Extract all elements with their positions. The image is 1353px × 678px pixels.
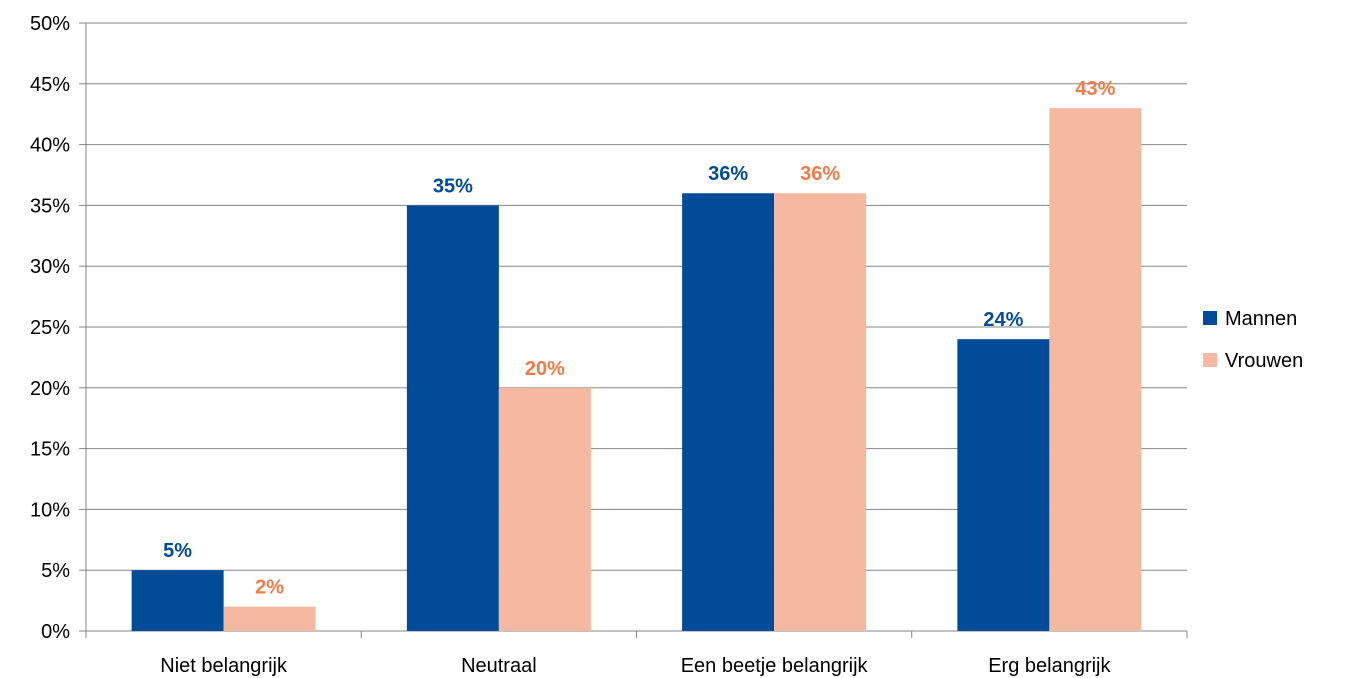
bar-mannen bbox=[131, 570, 224, 631]
y-tick-label: 35% bbox=[30, 195, 70, 217]
data-label-mannen: 24% bbox=[983, 309, 1023, 331]
bar-vrouwen bbox=[498, 387, 591, 631]
bars bbox=[131, 108, 1142, 632]
data-labels: 5% 2% 35% 20% 36% 36% 24% 43% bbox=[163, 78, 1115, 599]
legend-label-mannen: Mannen bbox=[1225, 308, 1297, 330]
y-tick-label: 50% bbox=[30, 13, 70, 35]
data-label-vrouwen: 43% bbox=[1075, 78, 1115, 100]
data-label-mannen: 35% bbox=[433, 175, 473, 197]
y-tick-label: 0% bbox=[41, 621, 70, 643]
data-label-mannen: 36% bbox=[708, 163, 748, 185]
data-label-vrouwen: 2% bbox=[255, 577, 284, 599]
legend-label-vrouwen: Vrouwen bbox=[1225, 350, 1303, 372]
y-tick-label: 45% bbox=[30, 74, 70, 96]
data-label-vrouwen: 20% bbox=[525, 358, 565, 380]
y-tick-label: 25% bbox=[30, 317, 70, 339]
bar-vrouwen bbox=[1049, 108, 1142, 632]
data-label-vrouwen: 36% bbox=[800, 163, 840, 185]
axes: 0% 5% 10% 15% 20% 25% 30% 35% 40% 45% 50% Niet bela… bbox=[30, 13, 1188, 677]
y-tick-label: 40% bbox=[30, 135, 70, 157]
data-label-mannen: 5% bbox=[163, 540, 192, 562]
legend: Mannen Vrouwen bbox=[1203, 308, 1303, 372]
x-tick-label: Erg belangrijk bbox=[988, 655, 1111, 677]
x-tick-label: Neutraal bbox=[461, 655, 537, 677]
y-tick-label: 10% bbox=[30, 499, 70, 521]
bar-mannen bbox=[682, 193, 775, 632]
legend-swatch-mannen bbox=[1203, 311, 1217, 325]
y-tick-label: 20% bbox=[30, 378, 70, 400]
x-tick-label: Niet belangrijk bbox=[160, 655, 288, 677]
x-tick-label: Een beetje belangrijk bbox=[681, 655, 869, 677]
y-tick-label: 15% bbox=[30, 439, 70, 461]
gridlines bbox=[86, 22, 1187, 571]
bar-vrouwen bbox=[223, 606, 316, 631]
y-tick-label: 30% bbox=[30, 256, 70, 278]
bar-mannen bbox=[406, 205, 499, 631]
y-tick-label: 5% bbox=[41, 560, 70, 582]
bar-vrouwen bbox=[774, 193, 867, 632]
legend-swatch-vrouwen bbox=[1203, 353, 1217, 367]
bar-mannen bbox=[957, 339, 1050, 631]
